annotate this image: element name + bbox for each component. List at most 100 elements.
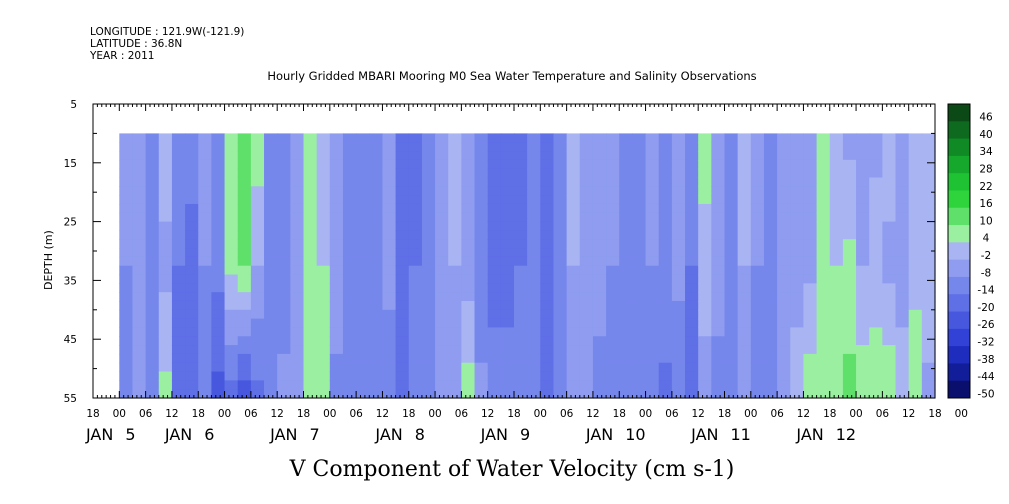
heatmap-cell xyxy=(171,345,186,355)
heatmap-cell xyxy=(224,230,239,240)
heatmap-cell xyxy=(461,309,476,320)
heatmap-cell xyxy=(264,292,278,302)
heatmap-cell xyxy=(816,274,831,284)
colorbar-level-label: 28 xyxy=(979,164,992,176)
heatmap-cell xyxy=(842,256,857,267)
heatmap-cell xyxy=(750,362,765,373)
heatmap-cell xyxy=(816,142,831,152)
heatmap-cell xyxy=(921,133,936,143)
heatmap-cell xyxy=(171,292,186,302)
x-day-number: 7 xyxy=(310,425,320,444)
heatmap-cell xyxy=(895,309,910,320)
heatmap-cell xyxy=(632,283,647,293)
heatmap-cell xyxy=(908,186,923,196)
heatmap-cell xyxy=(171,248,186,258)
heatmap-cell xyxy=(763,389,778,399)
heatmap-cell xyxy=(290,248,305,258)
y-tick-label: 45 xyxy=(64,334,77,346)
heatmap-cell xyxy=(698,203,712,214)
heatmap-cell xyxy=(842,248,857,258)
heatmap-cell xyxy=(645,239,660,249)
heatmap-cell xyxy=(461,203,476,214)
heatmap-cell xyxy=(487,142,502,152)
heatmap-cell xyxy=(356,177,370,187)
heatmap-cell xyxy=(487,371,502,381)
x-hour-tick-label: 06 xyxy=(560,408,574,420)
heatmap-cell xyxy=(487,309,502,320)
heatmap-cell xyxy=(198,256,213,267)
heatmap-cell xyxy=(514,327,528,337)
colorbar-level-label: 16 xyxy=(979,198,993,210)
heatmap-cell xyxy=(882,212,897,223)
heatmap-cell xyxy=(382,177,397,187)
heatmap-cell xyxy=(750,380,765,390)
heatmap-cell xyxy=(408,380,423,390)
heatmap-cell xyxy=(500,292,515,302)
heatmap-cell xyxy=(579,230,594,240)
heatmap-cell xyxy=(619,300,634,311)
colorbar-swatch xyxy=(948,104,970,122)
heatmap-cell xyxy=(500,195,515,205)
heatmap-cell xyxy=(119,300,134,311)
heatmap-cell xyxy=(698,283,712,293)
heatmap-cell xyxy=(579,389,594,399)
heatmap-cell xyxy=(750,274,765,284)
heatmap-cell xyxy=(750,133,765,143)
heatmap-cell xyxy=(658,309,673,320)
heatmap-cell xyxy=(277,159,291,170)
heatmap-cell xyxy=(882,353,897,364)
heatmap-cell xyxy=(685,159,699,170)
heatmap-cell xyxy=(356,221,370,232)
heatmap-cell xyxy=(724,256,739,267)
heatmap-cell xyxy=(908,142,923,152)
heatmap-cell xyxy=(553,283,568,293)
heatmap-cell xyxy=(856,151,870,161)
heatmap-cell xyxy=(803,345,818,355)
heatmap-cell xyxy=(671,168,686,179)
heatmap-cell xyxy=(250,239,265,249)
heatmap-cell xyxy=(724,168,739,179)
heatmap-cell xyxy=(185,221,199,232)
heatmap-cell xyxy=(527,195,541,205)
heatmap-cell xyxy=(869,353,883,364)
heatmap-cell xyxy=(342,256,357,267)
heatmap-cell xyxy=(145,203,160,214)
heatmap-cell xyxy=(869,168,883,179)
heatmap-cell xyxy=(171,274,186,284)
heatmap-cell xyxy=(553,195,568,205)
heatmap-cell xyxy=(619,203,634,214)
heatmap-cell xyxy=(606,186,620,196)
heatmap-cell xyxy=(842,177,857,187)
heatmap-cell xyxy=(474,362,489,373)
heatmap-cell xyxy=(553,362,568,373)
heatmap-cell xyxy=(303,265,318,276)
heatmap-cell xyxy=(579,168,594,179)
heatmap-cell xyxy=(500,389,515,399)
heatmap-cell xyxy=(316,362,331,373)
heatmap-cell xyxy=(658,212,673,223)
heatmap-cell xyxy=(658,345,673,355)
heatmap-cell xyxy=(408,221,423,232)
heatmap-cell xyxy=(514,345,528,355)
heatmap-cell xyxy=(895,186,910,196)
heatmap-cell xyxy=(277,177,291,187)
heatmap-cell xyxy=(711,362,726,373)
heatmap-cell xyxy=(435,177,449,187)
heatmap-cell xyxy=(277,362,291,373)
heatmap-cell xyxy=(685,133,699,143)
heatmap-cell xyxy=(421,203,436,214)
heatmap-cell xyxy=(790,177,805,187)
heatmap-cell xyxy=(145,389,160,399)
heatmap-cell xyxy=(737,336,752,346)
heatmap-cell xyxy=(264,353,278,364)
heatmap-cell xyxy=(724,151,739,161)
heatmap-cell xyxy=(698,300,712,311)
heatmap-cell xyxy=(895,292,910,302)
heatmap-cell xyxy=(632,133,647,143)
heatmap-cell xyxy=(421,159,436,170)
heatmap-cell xyxy=(408,177,423,187)
heatmap-cell xyxy=(632,380,647,390)
heatmap-cell xyxy=(566,380,581,390)
heatmap-cell xyxy=(185,159,199,170)
heatmap-cell xyxy=(474,265,489,276)
